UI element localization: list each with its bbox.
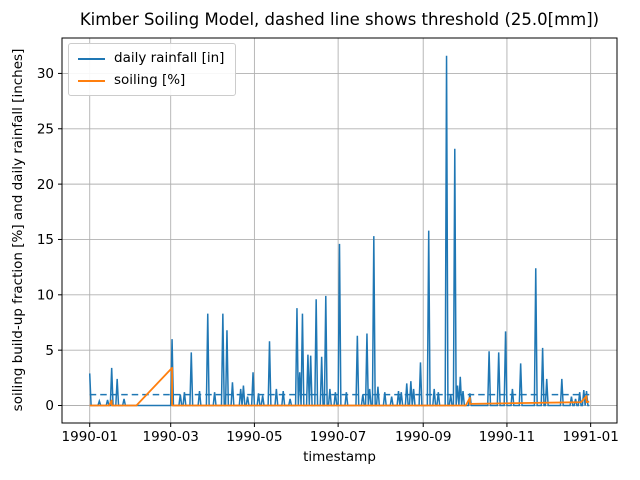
soiling-line-swatch xyxy=(78,79,105,82)
x-tick-label: 1990-01 xyxy=(62,429,118,445)
legend-label-soiling: soiling [%] xyxy=(114,72,186,88)
x-axis-label: timestamp xyxy=(303,449,376,465)
y-tick-label: 20 xyxy=(37,177,54,193)
legend: daily rainfall [in] soiling [%] xyxy=(68,43,237,96)
y-tick-label: 30 xyxy=(37,66,54,82)
chart-title: Kimber Soiling Model, dashed line shows … xyxy=(79,10,600,29)
legend-entry-soiling: soiling [%] xyxy=(78,73,224,88)
legend-entry-rainfall: daily rainfall [in] xyxy=(78,51,224,66)
y-tick-label: 0 xyxy=(45,398,54,414)
axes-frame xyxy=(61,37,618,424)
tick-marks-and-labels: 1990-01 1990-03 1990-05 1990-07 1990-09 1990-… xyxy=(37,66,619,445)
soiling-line xyxy=(89,366,590,407)
y-tick-label: 5 xyxy=(45,343,54,359)
x-tick-label: 1990-05 xyxy=(226,429,282,445)
plot-border xyxy=(61,37,618,424)
x-tick-label: 1991-01 xyxy=(562,429,618,445)
legend-label-rainfall: daily rainfall [in] xyxy=(114,50,225,66)
rainfall-line-swatch xyxy=(78,57,105,60)
grid-lines xyxy=(62,38,617,423)
y-tick-label: 15 xyxy=(37,232,54,248)
x-tick-label: 1990-11 xyxy=(479,429,535,445)
x-tick-label: 1990-03 xyxy=(142,429,198,445)
data-series xyxy=(88,55,590,407)
rainfall-line xyxy=(88,55,590,407)
y-tick-label: 10 xyxy=(37,288,54,304)
x-tick-label: 1990-07 xyxy=(310,429,366,445)
x-tick-label: 1990-09 xyxy=(395,429,451,445)
y-tick-label: 25 xyxy=(37,121,54,137)
